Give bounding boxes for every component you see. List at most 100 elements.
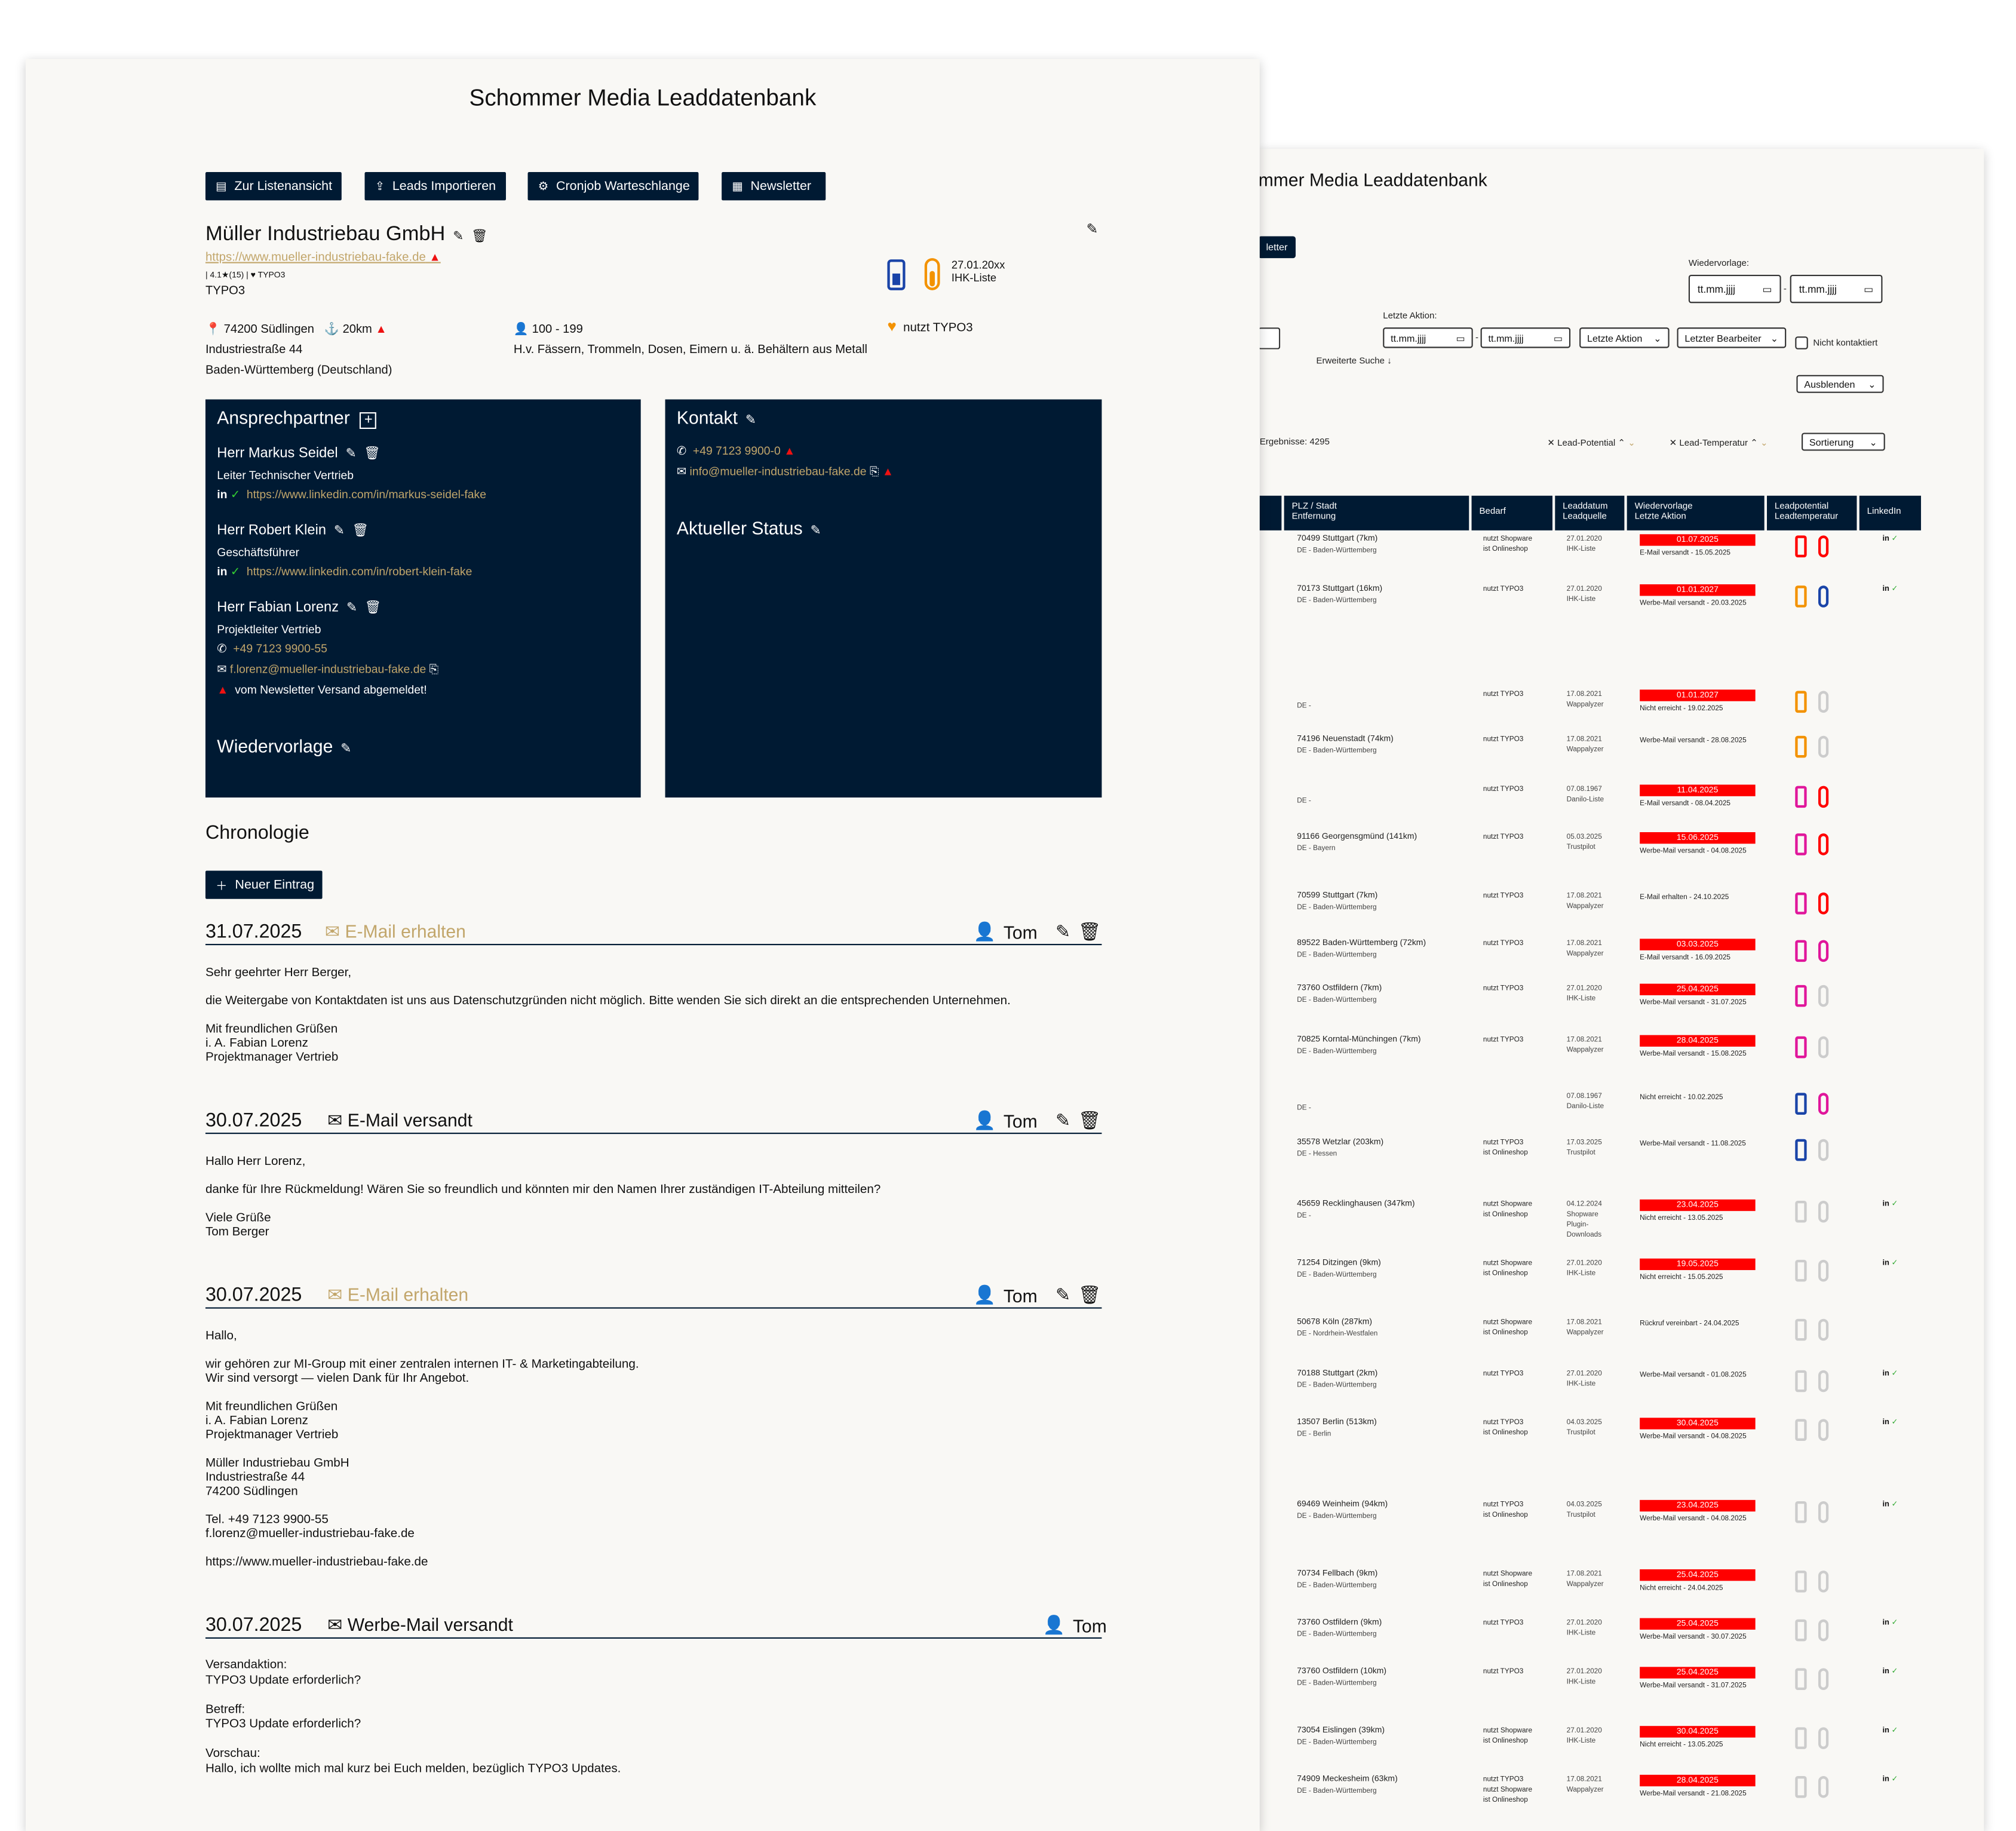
nicht-kontaktiert-checkbox[interactable]	[1795, 336, 1808, 349]
wiedervorlage-to-input[interactable]: tt.mm.jjjj ▭	[1790, 275, 1883, 303]
trash-icon[interactable]: 🗑	[1078, 921, 1101, 941]
chronology-title: Chronologie	[205, 821, 309, 844]
table-row[interactable]: DE - 07.08.1967 Danilo-Liste Nicht erreich…	[1259, 1091, 1984, 1137]
edit-icon[interactable]: ✎	[453, 229, 464, 244]
row-region: DE - Baden-Württemberg	[1297, 747, 1377, 756]
typo3-icon: ♥	[887, 317, 897, 336]
table-row[interactable]: 70825 Korntal-Münchingen (7km) DE - Baden…	[1259, 1035, 1984, 1081]
col-leadpotential[interactable]: Leadpotential Leadtemperatur	[1766, 495, 1857, 530]
contact-linkedin[interactable]: in ✓ https://www.linkedin.com/in/robert-…	[217, 565, 472, 578]
table-row[interactable]: 70599 Stuttgart (7km) DE - Baden-Württemb…	[1259, 891, 1984, 937]
kontakt-email[interactable]: ✉ info@mueller-industriebau-fake.de ⎘ ▲	[676, 465, 894, 478]
erweiterte-suche-link[interactable]: Erweiterte Suche ↓	[1316, 357, 1392, 366]
letzte-aktion-select[interactable]: Letzte Aktion ⌄	[1579, 327, 1670, 348]
search-input-partial[interactable]	[1258, 327, 1281, 349]
letzte-aktion-to[interactable]: tt.mm.jjjj ▭	[1480, 327, 1571, 348]
linkedin-icon[interactable]: in ✓	[1882, 1619, 1898, 1627]
table-row[interactable]: 70188 Stuttgart (2km) DE - Baden-Württemb…	[1259, 1369, 1984, 1415]
table-row[interactable]: 35578 Wetzlar (203km) DE - Hessen nutzt TY…	[1259, 1138, 1984, 1184]
table-row[interactable]: 73760 Ostfildern (7km) DE - Baden-Württem…	[1259, 983, 1984, 1030]
col-plz[interactable]: PLZ / Stadt Entfernung	[1284, 495, 1469, 530]
table-row[interactable]: 70173 Stuttgart (16km) DE - Baden-Württem…	[1259, 584, 1984, 630]
table-row[interactable]: 73054 Eislingen (39km) DE - Baden-Württem…	[1259, 1726, 1984, 1772]
table-row[interactable]: DE - nutzt TYPO3 07.08.1967 Danilo-Liste 11…	[1259, 784, 1984, 830]
entry-header: 30.07.2025 ✉ E-Mail versandt 👤 Tom ✎ 🗑	[205, 1108, 1102, 1134]
list-view-button[interactable]: ▤ Zur Listenansicht	[205, 172, 342, 201]
col-bedarf[interactable]: Bedarf	[1471, 495, 1552, 530]
newsletter-button[interactable]: ▦ Newsletter	[722, 172, 826, 201]
employees: 👤 100 - 199	[513, 321, 583, 336]
battery-icon	[1795, 1139, 1807, 1161]
table-row[interactable]: 71254 Ditzingen (9km) DE - Baden-Württemb…	[1259, 1258, 1984, 1305]
table-row[interactable]: 73760 Ostfildern (9km) DE - Baden-Württem…	[1259, 1618, 1984, 1664]
letzter-bearbeiter-select[interactable]: Letzter Bearbeiter ⌄	[1677, 327, 1787, 348]
linkedin-icon[interactable]: in ✓	[1882, 1419, 1898, 1427]
row-letzte-aktion: Werbe-Mail versandt - 28.08.2025	[1640, 737, 1747, 745]
edit-icon[interactable]: ✎	[340, 742, 352, 757]
linkedin-icon[interactable]: in ✓	[1882, 1200, 1898, 1209]
trash-icon[interactable]: 🗑	[1078, 1109, 1101, 1130]
table-row[interactable]: 69469 Weinheim (94km) DE - Baden-Württemb…	[1259, 1499, 1984, 1546]
new-entry-button[interactable]: ＋ Neuer Eintrag	[205, 870, 323, 899]
company-url[interactable]: https://www.mueller-industriebau-fake.de…	[205, 250, 441, 265]
linkedin-icon[interactable]: in ✓	[1882, 1668, 1898, 1676]
trash-icon[interactable]: 🗑	[352, 524, 369, 538]
edit-icon[interactable]: ✎	[1055, 1109, 1071, 1130]
linkedin-icon[interactable]: in ✓	[1882, 1727, 1898, 1735]
edit-icon[interactable]: ✎	[1055, 1284, 1071, 1305]
trash-icon[interactable]: 🗑	[364, 447, 381, 461]
cronjob-button[interactable]: ⚙ Cronjob Warteschlange	[527, 172, 699, 201]
edit-icon[interactable]: ✎	[1055, 921, 1071, 941]
warning-icon: ▲	[882, 465, 894, 478]
import-leads-button[interactable]: ⇪ Leads Importieren	[364, 172, 506, 201]
letzte-aktion-from[interactable]: tt.mm.jjjj ▭	[1383, 327, 1473, 348]
newspaper-icon: ▦	[732, 179, 743, 192]
lead-temp-sort[interactable]: ✕ Lead-Temperatur ⌃ ⌄	[1669, 439, 1768, 449]
col-wiedervorlage[interactable]: Wiedervorlage Letzte Aktion	[1627, 495, 1765, 530]
table-row[interactable]: 45659 Recklinghausen (347km) DE - nutzt Sh…	[1259, 1199, 1984, 1246]
row-bedarf: nutzt Shopware ist Onlineshop	[1483, 1259, 1533, 1278]
table-row[interactable]: 70734 Fellbach (9km) DE - Baden-Württembe…	[1259, 1569, 1984, 1615]
wiedervorlage-from-input[interactable]: tt.mm.jjjj ▭	[1688, 275, 1781, 303]
table-row[interactable]: DE - nutzt TYPO3 17.08.2021 Wappalyzer 01.0…	[1259, 689, 1984, 735]
linkedin-icon[interactable]: in ✓	[1882, 1501, 1898, 1509]
table-row[interactable]: 13507 Berlin (513km) DE - Berlin nutzt TYP…	[1259, 1418, 1984, 1464]
row-letzte-aktion: E-Mail versandt - 15.05.2025	[1640, 550, 1730, 557]
ausblenden-select[interactable]: Ausblenden ⌄	[1796, 375, 1884, 393]
table-row[interactable]: 91166 Georgensgmünd (141km) DE - Bayern nu…	[1259, 832, 1984, 878]
linkedin-icon[interactable]: in ✓	[1882, 1776, 1898, 1784]
table-row[interactable]: 70499 Stuttgart (7km) DE - Baden-Württemb…	[1259, 534, 1984, 580]
kontakt-phone[interactable]: ✆ +49 7123 9900-0 ▲	[676, 444, 796, 458]
linkedin-icon[interactable]: in ✓	[1882, 535, 1898, 544]
trash-icon[interactable]: 🗑	[364, 601, 382, 615]
edit-icon[interactable]: ✎	[346, 601, 357, 615]
contact-email[interactable]: ✉ f.lorenz@mueller-industriebau-fake.de …	[217, 663, 439, 676]
row-region: DE - Baden-Württemberg	[1297, 951, 1377, 959]
table-row[interactable]: 50678 Köln (287km) DE - Nordrhein-Westfal…	[1259, 1318, 1984, 1364]
trash-icon[interactable]: 🗑	[1078, 1284, 1101, 1305]
linkedin-icon[interactable]: in ✓	[1882, 585, 1898, 594]
row-wiedervorlage: 23.04.2025	[1640, 1499, 1756, 1512]
linkedin-icon[interactable]: in ✓	[1882, 1259, 1898, 1268]
edit-icon[interactable]: ✎	[345, 447, 357, 461]
edit-icon[interactable]: ✎	[333, 524, 345, 538]
trash-icon[interactable]: 🗑	[471, 229, 488, 244]
edit-icon[interactable]: ✎	[1086, 222, 1098, 238]
table-row[interactable]: 89522 Baden-Württemberg (72km) DE - Baden…	[1259, 938, 1984, 984]
add-contact-icon[interactable]: +	[360, 412, 377, 429]
table-row[interactable]: 74909 Meckesheim (63km) DE - Baden-Württe…	[1259, 1774, 1984, 1821]
edit-icon[interactable]: ✎	[745, 413, 756, 428]
edit-icon[interactable]: ✎	[810, 524, 821, 538]
newsletter-button[interactable]: letter	[1258, 236, 1296, 259]
linkedin-icon[interactable]: in ✓	[1882, 1370, 1898, 1378]
battery-icon	[1795, 535, 1807, 557]
sortierung-select[interactable]: Sortierung ⌄	[1802, 433, 1885, 451]
col-linkedin[interactable]: LinkedIn	[1859, 495, 1921, 530]
table-row[interactable]: 74196 Neuenstadt (74km) DE - Baden-Württe…	[1259, 735, 1984, 781]
table-row[interactable]: 73760 Ostfildern (10km) DE - Baden-Württe…	[1259, 1667, 1984, 1713]
col-leaddatum[interactable]: Leaddatum Leadquelle	[1555, 495, 1625, 530]
row-bedarf: nutzt TYPO3	[1483, 984, 1524, 993]
contact-phone[interactable]: ✆ +49 7123 9900-55	[217, 642, 327, 655]
lead-potential-sort[interactable]: ✕ Lead-Potential ⌃ ⌄	[1547, 439, 1635, 449]
contact-linkedin[interactable]: in ✓ https://www.linkedin.com/in/markus-…	[217, 487, 486, 501]
